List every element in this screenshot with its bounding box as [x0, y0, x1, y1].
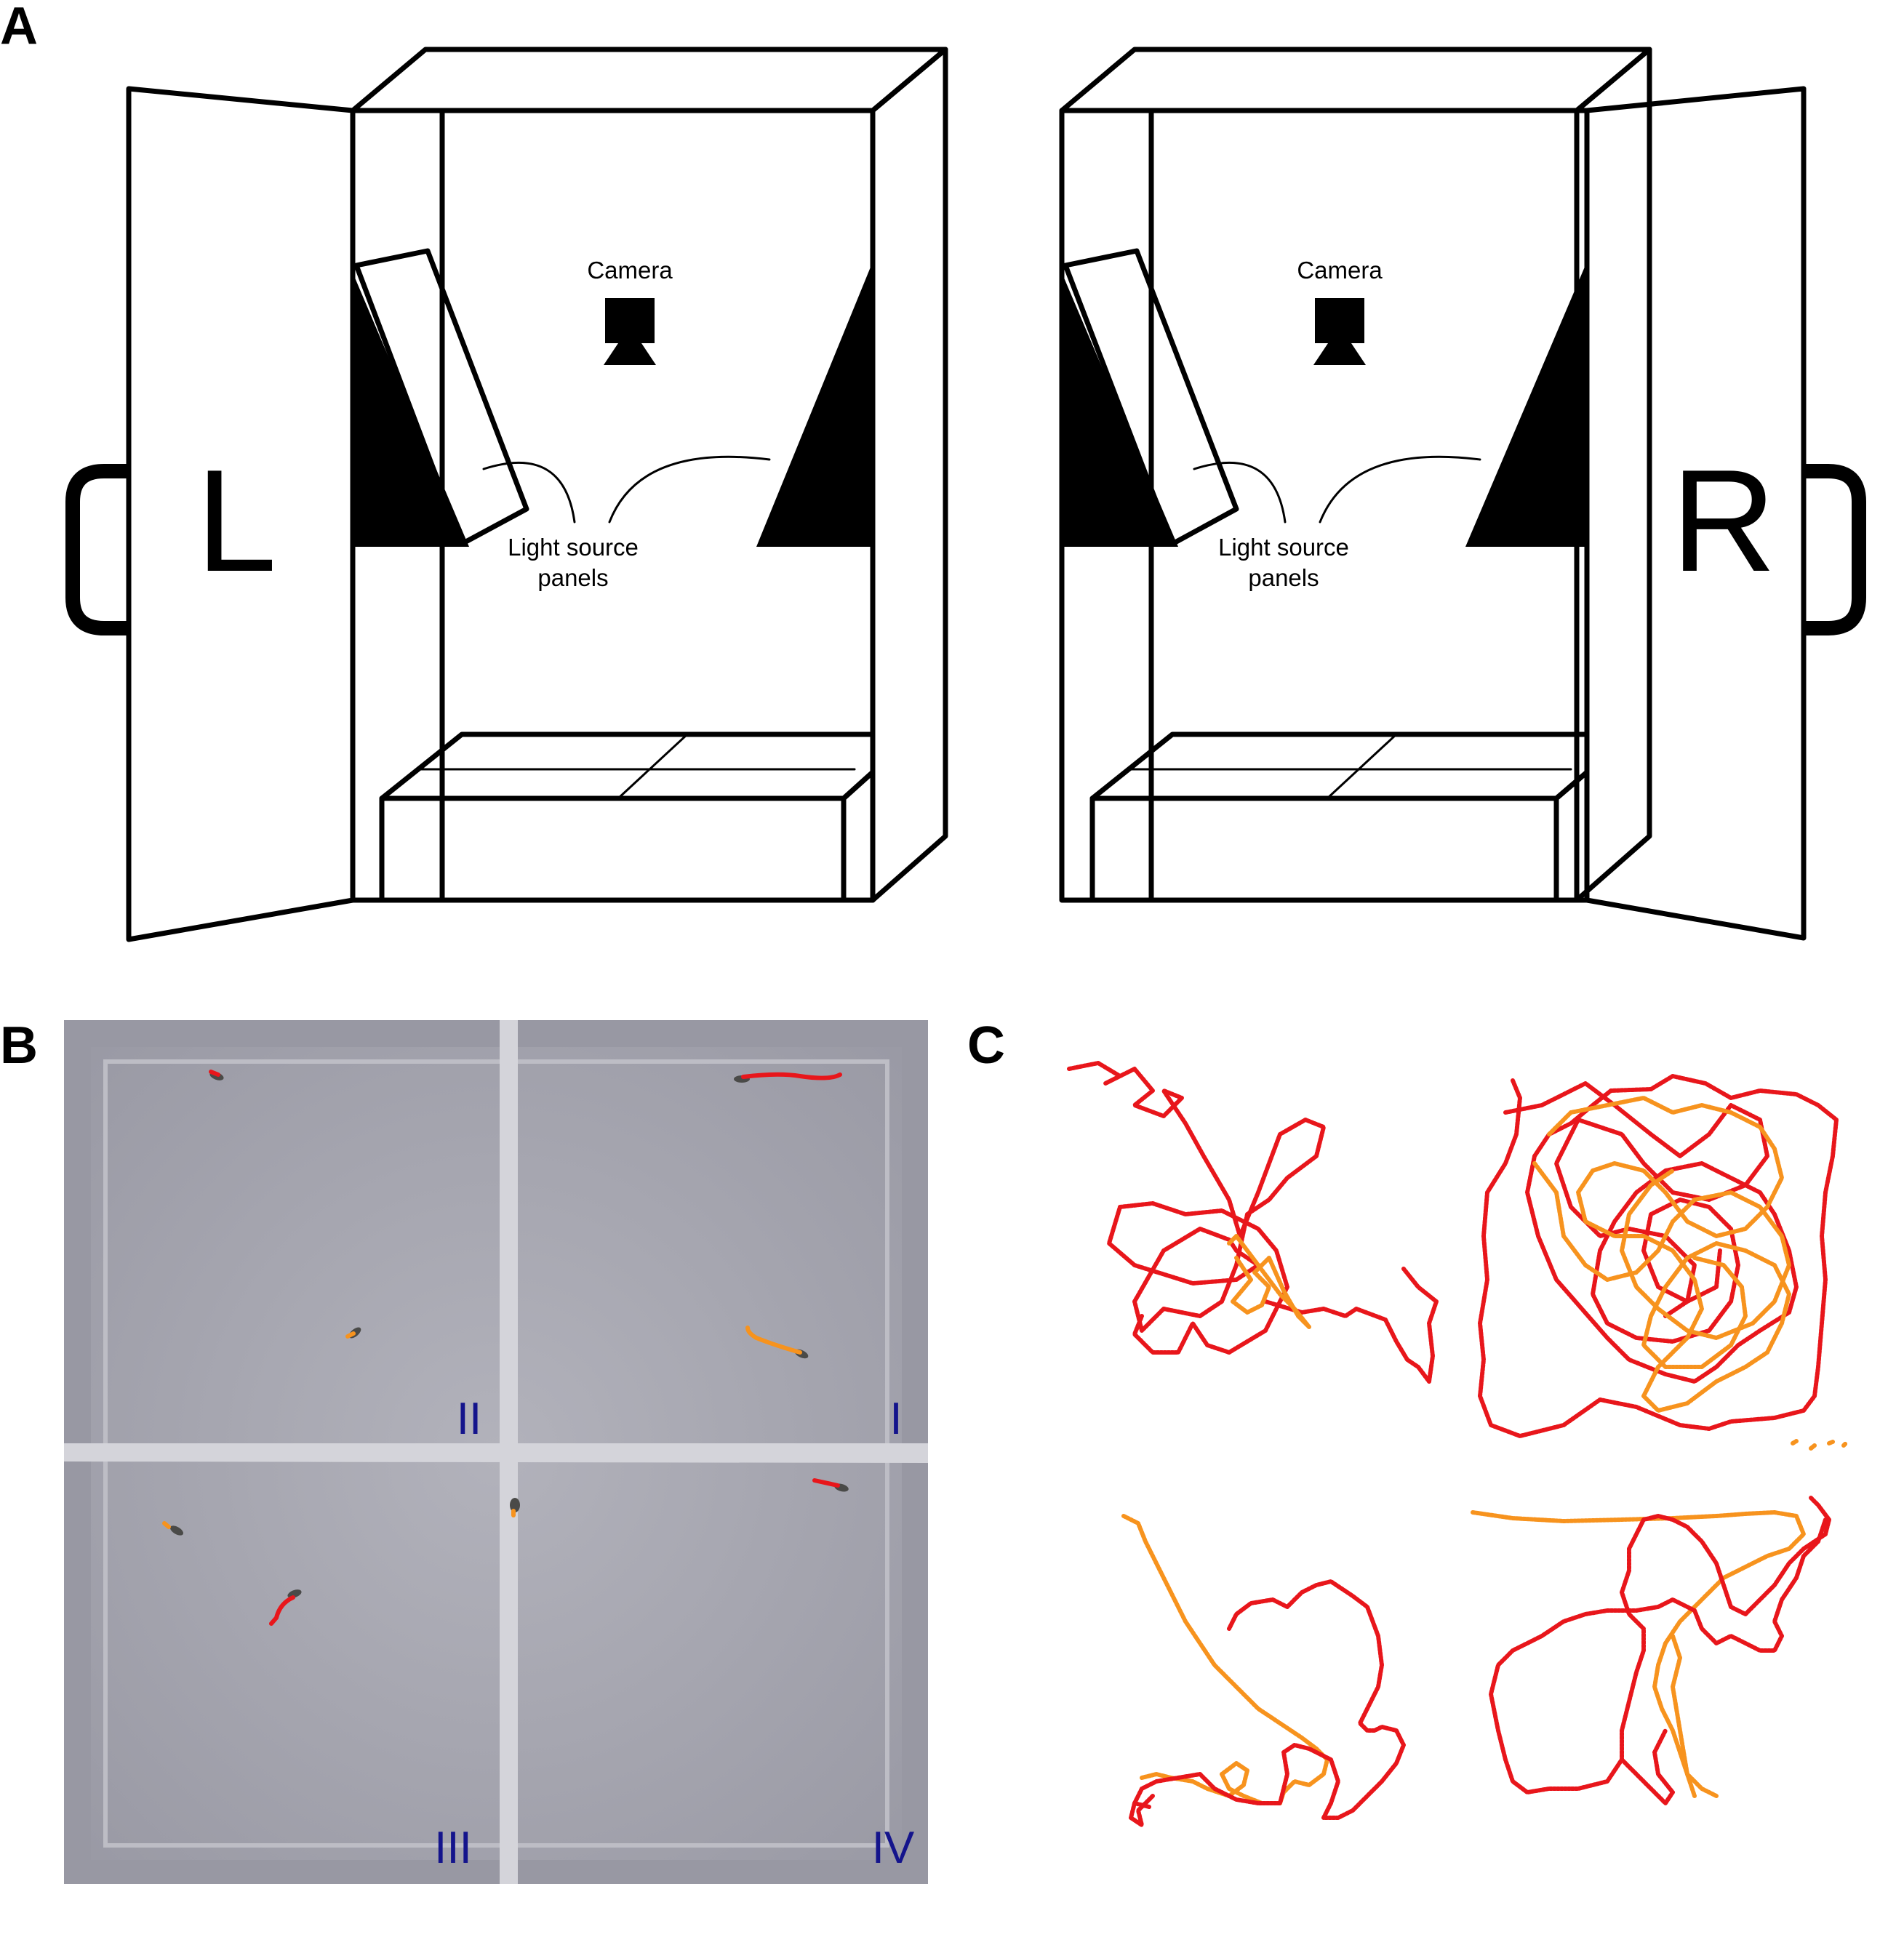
- trajectory-plots: [1067, 1061, 1848, 1827]
- cabinet-right: Camera Light source panels R: [1059, 47, 1866, 941]
- panel-label-b: B: [0, 1016, 38, 1075]
- light-panel-tilted: [353, 248, 529, 547]
- track-overlays: [162, 1070, 842, 1626]
- light-panel-right-triangle: [756, 262, 873, 547]
- cabinet-right-tray: [1089, 731, 1590, 903]
- quadrant-label-iv: IV: [872, 1823, 915, 1873]
- trajectory-orange-q4b: [1671, 1634, 1697, 1798]
- trajectory-orange-q1: [1547, 1096, 1791, 1413]
- trajectory-red-q1b: [1503, 1081, 1769, 1318]
- trajectory-red-q3b: [1129, 1794, 1155, 1827]
- divider-horizontal: [64, 1443, 928, 1463]
- trajectory-red-q2b: [1263, 1299, 1431, 1384]
- trajectory-red-q3: [1132, 1579, 1406, 1820]
- door-letter-left: L: [196, 440, 276, 602]
- quadrant-label-i: I: [889, 1394, 902, 1444]
- arena-photo: I II III IV: [64, 1020, 928, 1884]
- trajectory-red-q4: [1489, 1496, 1831, 1794]
- door-letter-right: R: [1671, 440, 1776, 602]
- light-source-label: Light source: [1218, 534, 1349, 561]
- panel-label-c: C: [967, 1016, 1005, 1075]
- door-right: [1584, 86, 1807, 941]
- door-left: [126, 86, 356, 942]
- panel-label-a: A: [0, 0, 38, 55]
- camera-label: Camera: [1297, 257, 1383, 284]
- trajectory-orange-q4: [1471, 1510, 1806, 1798]
- trajectory-red-q4b: [1620, 1728, 1675, 1805]
- cabinet-left: Camera Light source panels L: [65, 47, 948, 942]
- camera-icon: [1313, 298, 1366, 365]
- handle-left: [65, 464, 129, 635]
- handle-right: [1804, 464, 1866, 635]
- light-source-label-line2: panels: [537, 564, 608, 591]
- cabinet-left-tray: [379, 731, 876, 903]
- light-panel-tilted: [1063, 248, 1239, 547]
- camera-icon: [604, 298, 656, 365]
- light-panel-right-triangle: [1465, 262, 1587, 547]
- trajectory-red-q2c: [1401, 1267, 1439, 1384]
- light-source-label-line2: panels: [1248, 564, 1319, 591]
- quadrant-label-ii: II: [457, 1394, 481, 1444]
- trajectory-red-q1: [1478, 1074, 1839, 1438]
- light-source-label: Light source: [508, 534, 639, 561]
- quadrant-label-iii: III: [434, 1823, 472, 1873]
- trajectory-orange-q1b: [1532, 1161, 1791, 1340]
- trajectory-orange-q2: [1227, 1234, 1311, 1329]
- fish-group: [169, 1072, 849, 1598]
- trajectory-orange-q3: [1121, 1514, 1329, 1805]
- camera-label: Camera: [587, 257, 673, 284]
- trajectory-orange-q1c: [1791, 1439, 1848, 1451]
